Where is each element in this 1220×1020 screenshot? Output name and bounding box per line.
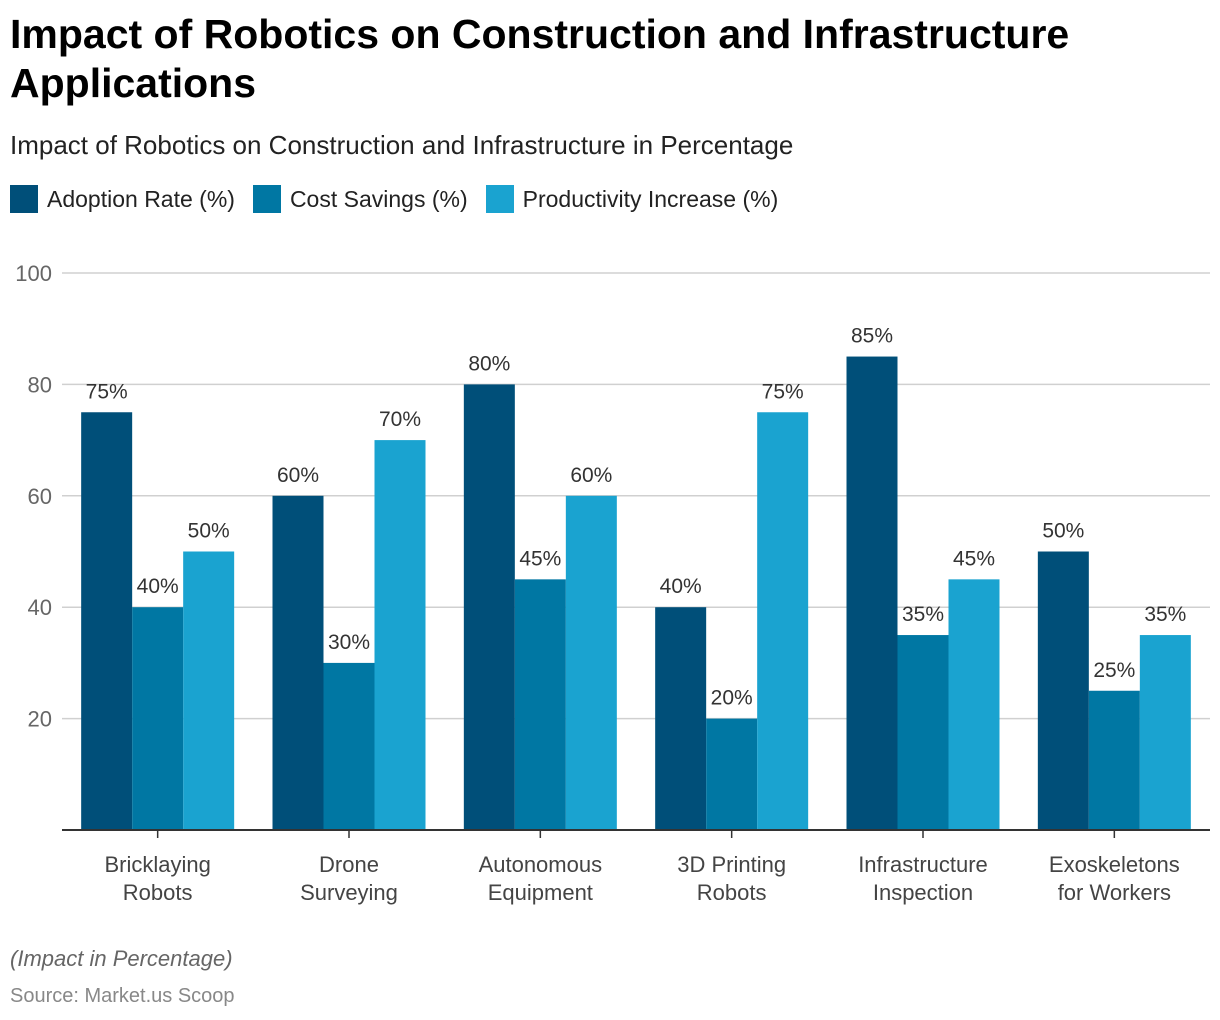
legend-item-adoption[interactable]: Adoption Rate (%): [10, 185, 235, 213]
x-tick-label: Bricklaying: [104, 852, 210, 877]
data-label: 75%: [86, 380, 128, 403]
chart-title: Impact of Robotics on Construction and I…: [10, 11, 1070, 106]
data-label: 75%: [762, 380, 804, 403]
data-label: 70%: [379, 408, 421, 431]
bar: [897, 635, 949, 830]
bar: [183, 551, 235, 830]
x-tick-label: Equipment: [488, 880, 593, 905]
x-tick-label: Robots: [123, 880, 193, 905]
legend-swatch: [252, 185, 281, 213]
bar: [706, 718, 758, 830]
x-tick-label: Inspection: [873, 880, 973, 905]
bar: [1037, 551, 1089, 830]
data-label: 30%: [328, 631, 370, 654]
data-label: 40%: [660, 575, 702, 598]
y-tick-label: 100: [15, 261, 52, 286]
data-label: 45%: [953, 547, 995, 570]
bar: [323, 662, 375, 830]
data-label: 20%: [711, 687, 753, 710]
bar: [948, 579, 1000, 830]
bar: [272, 495, 324, 830]
y-tick-label: 80: [28, 372, 52, 397]
bar: [514, 579, 566, 830]
data-label: 50%: [188, 520, 230, 543]
x-tick-label: Drone: [319, 852, 379, 877]
x-tick-label: Autonomous: [479, 852, 603, 877]
legend-item-productivity[interactable]: Productivity Increase (%): [485, 185, 779, 213]
legend-swatch: [10, 185, 38, 213]
legend-swatch: [485, 185, 514, 213]
data-label: 25%: [1093, 659, 1135, 682]
data-label: 45%: [519, 547, 561, 570]
data-label: 35%: [1144, 603, 1186, 626]
chart-subtitle: Impact of Robotics on Construction and I…: [10, 130, 794, 160]
data-label: 35%: [902, 603, 944, 626]
x-tick-label: Exoskeletons: [1049, 852, 1180, 877]
bar: [463, 384, 515, 830]
bar: [846, 356, 898, 830]
y-tick-label: 20: [28, 707, 52, 732]
data-label: 60%: [570, 464, 612, 487]
data-label: 85%: [851, 325, 893, 348]
x-tick-label: for Workers: [1058, 880, 1171, 905]
x-tick-label: Infrastructure: [858, 852, 988, 877]
legend-item-cost[interactable]: Cost Savings (%): [252, 185, 468, 213]
legend-label: Cost Savings (%): [289, 185, 468, 212]
legend-label: Productivity Increase (%): [522, 185, 779, 212]
chart-note: (Impact in Percentage): [10, 946, 233, 971]
bar: [655, 607, 707, 830]
bar: [374, 440, 426, 830]
chart-source: Source: Market.us Scoop: [10, 985, 235, 1007]
y-tick-label: 60: [28, 484, 52, 509]
bar: [81, 412, 133, 830]
bar: [1088, 690, 1140, 830]
legend: Adoption Rate (%) Cost Savings (%) Produ…: [10, 185, 778, 213]
data-label: 60%: [277, 464, 319, 487]
bar: [1139, 635, 1191, 830]
data-label: 50%: [1042, 520, 1084, 543]
y-tick-label: 40: [28, 595, 52, 620]
data-label: 40%: [137, 575, 179, 598]
bar: [132, 607, 184, 830]
bar: [757, 412, 809, 830]
bar: [565, 495, 617, 830]
legend-label: Adoption Rate (%): [47, 185, 235, 212]
x-tick-label: Surveying: [300, 880, 398, 905]
x-tick-label: Robots: [697, 880, 767, 905]
data-label: 80%: [468, 352, 510, 375]
x-tick-label: 3D Printing: [677, 852, 786, 877]
